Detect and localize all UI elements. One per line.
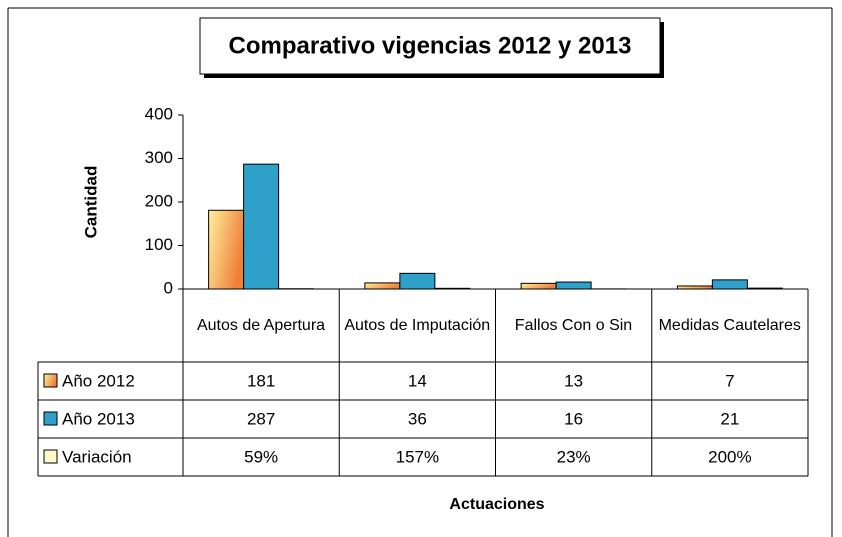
y-tick-label: 200 — [145, 191, 173, 210]
table-value: 287 — [247, 409, 275, 428]
table-value: 157% — [396, 447, 439, 466]
legend-label: Año 2013 — [62, 409, 135, 428]
table-value: 36 — [408, 409, 427, 428]
title-box — [199, 17, 661, 75]
legend-key — [43, 373, 58, 388]
y-axis-label: Cantidad — [81, 166, 100, 239]
y-tick-label: 0 — [164, 278, 173, 297]
table-value: 7 — [725, 371, 734, 390]
legend-label: Variación — [62, 447, 132, 466]
legend-label: Año 2012 — [62, 371, 135, 390]
legend-key — [43, 411, 58, 426]
bar — [520, 282, 557, 290]
x-tick-label: Fallos Con o Sin — [514, 317, 633, 334]
x-tick-label: Medidas Cautelares — [658, 317, 801, 334]
bar — [555, 281, 592, 290]
y-tick-label: 300 — [145, 148, 173, 167]
x-tick-label: Autos de Apertura — [196, 317, 326, 334]
table-value: 181 — [247, 371, 275, 390]
chart-title: Comparativo vigencias 2012 y 2013 — [229, 32, 632, 59]
bar — [711, 279, 748, 290]
table-value: 23% — [557, 447, 591, 466]
table-value: 59% — [244, 447, 278, 466]
table-value: 13 — [564, 371, 583, 390]
table-value: 14 — [408, 371, 427, 390]
x-axis-label: Actuaciones — [449, 496, 544, 513]
x-tick-label: Autos de Imputación — [344, 317, 491, 334]
y-tick-label: 100 — [145, 235, 173, 254]
legend-key — [43, 449, 58, 464]
bar — [243, 163, 280, 290]
table-value: 200% — [708, 447, 751, 466]
bar — [364, 282, 401, 290]
bar — [208, 209, 245, 290]
table-value: 21 — [720, 409, 739, 428]
table-value: 16 — [564, 409, 583, 428]
bar — [399, 272, 436, 290]
y-tick-label: 400 — [145, 104, 173, 123]
